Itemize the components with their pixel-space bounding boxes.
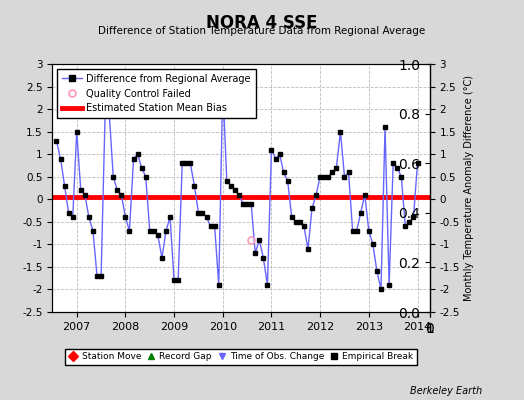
Y-axis label: Monthly Temperature Anomaly Difference (°C): Monthly Temperature Anomaly Difference (… xyxy=(464,75,474,301)
Legend: Station Move, Record Gap, Time of Obs. Change, Empirical Break: Station Move, Record Gap, Time of Obs. C… xyxy=(66,349,417,365)
Text: Berkeley Earth: Berkeley Earth xyxy=(410,386,482,396)
Text: Difference of Station Temperature Data from Regional Average: Difference of Station Temperature Data f… xyxy=(99,26,425,36)
Text: NORA 4 SSE: NORA 4 SSE xyxy=(206,14,318,32)
